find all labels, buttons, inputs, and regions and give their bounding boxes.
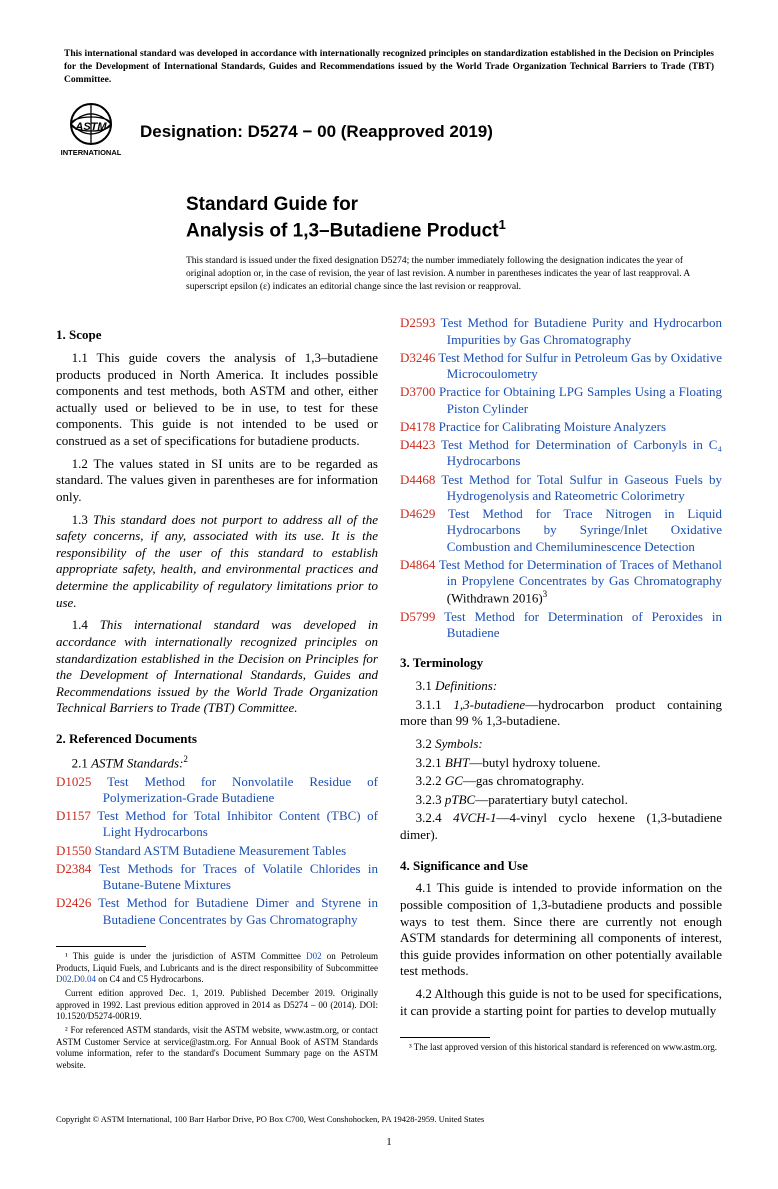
reference-code: D1550 bbox=[56, 843, 95, 858]
reference-item[interactable]: D3700 Practice for Obtaining LPG Samples… bbox=[400, 384, 722, 417]
reference-title: Test Method for Nonvolatile Residue of P… bbox=[103, 774, 378, 805]
para-1-1: 1.1 This guide covers the analysis of 1,… bbox=[56, 350, 378, 450]
title-line-1: Standard Guide for bbox=[186, 194, 358, 215]
sec-2-1-text: ASTM Standards: bbox=[91, 755, 183, 770]
reference-code: D1025 bbox=[56, 774, 107, 789]
footnote-1: ¹ This guide is under the jurisdiction o… bbox=[56, 951, 378, 986]
reference-code: D3246 bbox=[400, 350, 438, 365]
reference-title: Test Method for Butadiene Dimer and Styr… bbox=[98, 895, 378, 926]
reference-title: Test Method for Determination of Peroxid… bbox=[444, 609, 722, 640]
section-4-heading: 4. Significance and Use bbox=[400, 858, 722, 875]
two-column-body: 1. Scope 1.1 This guide covers the analy… bbox=[56, 313, 722, 1073]
reference-title: Test Method for Total Inhibitor Content … bbox=[97, 808, 378, 839]
left-column: 1. Scope 1.1 This guide covers the analy… bbox=[56, 313, 378, 1073]
section-2-heading: 2. Referenced Documents bbox=[56, 731, 378, 748]
reference-title: Standard ASTM Butadiene Measurement Tabl… bbox=[95, 843, 347, 858]
references-left: D1025 Test Method for Nonvolatile Residu… bbox=[56, 774, 378, 928]
reference-superscript: 3 bbox=[543, 589, 548, 599]
reference-item[interactable]: D4864 Test Method for Determination of T… bbox=[400, 557, 722, 607]
reference-title: Practice for Obtaining LPG Samples Using… bbox=[439, 384, 722, 415]
reference-code: D2426 bbox=[56, 895, 98, 910]
reference-title: Test Method for Determination of Carbony… bbox=[441, 437, 722, 468]
reference-title: Practice for Calibrating Moisture Analyz… bbox=[439, 419, 666, 434]
reference-code: D1157 bbox=[56, 808, 97, 823]
para-3-2: 3.2 Symbols: bbox=[400, 736, 722, 753]
footnote-rule-left bbox=[56, 946, 146, 947]
reference-title: Test Method for Sulfur in Petroleum Gas … bbox=[438, 350, 722, 381]
reference-item[interactable]: D4629 Test Method for Trace Nitrogen in … bbox=[400, 506, 722, 555]
copyright-footer: Copyright © ASTM International, 100 Barr… bbox=[56, 1114, 722, 1125]
reference-title: Test Methods for Traces of Volatile Chlo… bbox=[99, 861, 378, 892]
reference-item[interactable]: D4178 Practice for Calibrating Moisture … bbox=[400, 419, 722, 435]
reference-title: Test Method for Determination of Traces … bbox=[439, 557, 722, 588]
footnote-3: ³ The last approved version of this hist… bbox=[400, 1042, 722, 1054]
footnote-link-subcommittee[interactable]: D02.D0.04 bbox=[56, 974, 96, 984]
withdrawn-note: (Withdrawn 2016) bbox=[447, 591, 543, 606]
title-superscript: 1 bbox=[499, 217, 506, 232]
reference-item[interactable]: D1025 Test Method for Nonvolatile Residu… bbox=[56, 774, 378, 807]
footnote-link-d02[interactable]: D02 bbox=[306, 951, 322, 961]
astm-logo: ASTM INTERNATIONAL bbox=[56, 100, 126, 163]
issuance-note: This standard is issued under the fixed … bbox=[186, 255, 702, 293]
footnote-2: ² For referenced ASTM standards, visit t… bbox=[56, 1025, 378, 1072]
sec-2-1-sup: 2 bbox=[183, 754, 188, 764]
svg-text:INTERNATIONAL: INTERNATIONAL bbox=[61, 148, 122, 157]
reference-item[interactable]: D4423 Test Method for Determination of C… bbox=[400, 437, 722, 470]
preamble-text: This international standard was develope… bbox=[64, 48, 714, 86]
reference-item[interactable]: D5799 Test Method for Determination of P… bbox=[400, 609, 722, 642]
document-title: Standard Guide for Analysis of 1,3–Butad… bbox=[186, 193, 722, 243]
para-3-1-1: 3.1.1 1,3-butadiene—hydrocarbon product … bbox=[400, 697, 722, 730]
footnote-1b: Current edition approved Dec. 1, 2019. P… bbox=[56, 988, 378, 1023]
references-right: D2593 Test Method for Butadiene Purity a… bbox=[400, 315, 722, 641]
para-4-1: 4.1 This guide is intended to provide in… bbox=[400, 880, 722, 980]
section-3-heading: 3. Terminology bbox=[400, 655, 722, 672]
right-column: D2593 Test Method for Butadiene Purity a… bbox=[400, 313, 722, 1073]
reference-code: D4423 bbox=[400, 437, 441, 452]
reference-code: D4178 bbox=[400, 419, 439, 434]
reference-title: Test Method for Total Sulfur in Gaseous … bbox=[441, 472, 722, 503]
reference-item[interactable]: D1157 Test Method for Total Inhibitor Co… bbox=[56, 808, 378, 841]
reference-code: D5799 bbox=[400, 609, 444, 624]
para-2-1: 2.1 ASTM Standards:2 bbox=[56, 754, 378, 772]
reference-item[interactable]: D3246 Test Method for Sulfur in Petroleu… bbox=[400, 350, 722, 383]
title-block: Standard Guide for Analysis of 1,3–Butad… bbox=[186, 193, 722, 293]
reference-code: D3700 bbox=[400, 384, 439, 399]
page-number: 1 bbox=[56, 1135, 722, 1149]
reference-item[interactable]: D2426 Test Method for Butadiene Dimer an… bbox=[56, 895, 378, 928]
sec-2-1-num: 2.1 bbox=[72, 755, 92, 770]
title-line-2: Analysis of 1,3–Butadiene Product bbox=[186, 220, 499, 241]
reference-title: Test Method for Butadiene Purity and Hyd… bbox=[441, 315, 722, 346]
reference-code: D4468 bbox=[400, 472, 441, 487]
para-1-4: 1.4 This international standard was deve… bbox=[56, 617, 378, 717]
reference-item[interactable]: D4468 Test Method for Total Sulfur in Ga… bbox=[400, 472, 722, 505]
para-4-2: 4.2 Although this guide is not to be use… bbox=[400, 986, 722, 1019]
para-1-2: 1.2 The values stated in SI units are to… bbox=[56, 456, 378, 506]
symbol-definition: 3.2.1 BHT—butyl hydroxy toluene. bbox=[400, 755, 722, 772]
reference-code: D4864 bbox=[400, 557, 439, 572]
reference-item[interactable]: D2593 Test Method for Butadiene Purity a… bbox=[400, 315, 722, 348]
reference-item[interactable]: D1550 Standard ASTM Butadiene Measuremen… bbox=[56, 843, 378, 859]
para-1-3: 1.3 1.3 This standard does not purport t… bbox=[56, 512, 378, 612]
footnote-rule-right bbox=[400, 1037, 490, 1038]
reference-title: Test Method for Trace Nitrogen in Liquid… bbox=[447, 506, 722, 554]
para-3-1: 3.1 Definitions: bbox=[400, 678, 722, 695]
designation: Designation: D5274 − 00 (Reapproved 2019… bbox=[140, 121, 493, 143]
reference-code: D2593 bbox=[400, 315, 441, 330]
symbol-definition: 3.2.2 GC—gas chromatography. bbox=[400, 773, 722, 790]
symbol-definition: 3.2.4 4VCH-1—4-vinyl cyclo hexene (1,3-b… bbox=[400, 810, 722, 843]
section-1-heading: 1. Scope bbox=[56, 327, 378, 344]
header-row: ASTM INTERNATIONAL Designation: D5274 − … bbox=[56, 100, 722, 163]
svg-text:ASTM: ASTM bbox=[74, 121, 107, 133]
reference-code: D4629 bbox=[400, 506, 448, 521]
symbols-list: 3.2.1 BHT—butyl hydroxy toluene.3.2.2 GC… bbox=[400, 755, 722, 844]
reference-code: D2384 bbox=[56, 861, 99, 876]
reference-item[interactable]: D2384 Test Methods for Traces of Volatil… bbox=[56, 861, 378, 894]
symbol-definition: 3.2.3 pTBC—paratertiary butyl catechol. bbox=[400, 792, 722, 809]
